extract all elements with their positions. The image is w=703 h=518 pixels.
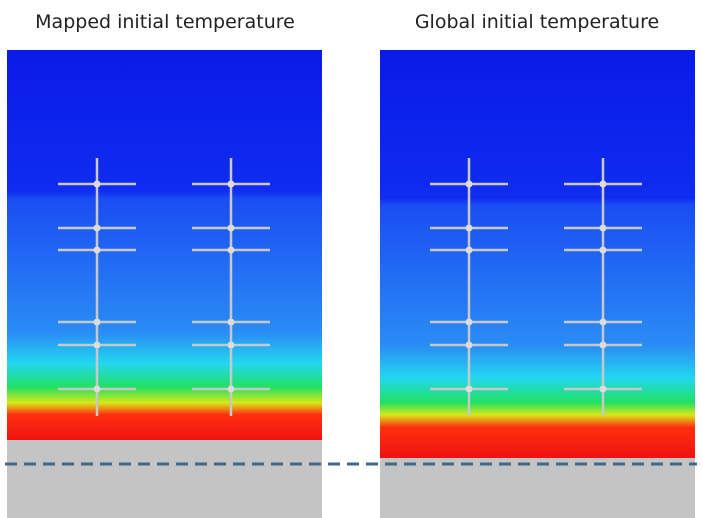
node bbox=[93, 246, 101, 254]
node bbox=[465, 224, 473, 232]
node bbox=[227, 385, 235, 393]
node bbox=[227, 341, 235, 349]
node bbox=[227, 180, 235, 188]
node bbox=[93, 385, 101, 393]
node bbox=[599, 180, 607, 188]
node bbox=[93, 224, 101, 232]
node bbox=[599, 341, 607, 349]
temperature-field bbox=[7, 50, 322, 442]
node bbox=[465, 341, 473, 349]
node bbox=[599, 318, 607, 326]
node bbox=[227, 318, 235, 326]
panel-title: Mapped initial temperature bbox=[35, 11, 295, 33]
node bbox=[465, 246, 473, 254]
temperature-field bbox=[380, 50, 695, 460]
panel-title: Global initial temperature bbox=[415, 11, 659, 33]
node bbox=[227, 246, 235, 254]
racks bbox=[58, 158, 642, 416]
ground bbox=[7, 440, 322, 518]
node bbox=[465, 180, 473, 188]
node bbox=[93, 180, 101, 188]
node bbox=[227, 224, 235, 232]
node bbox=[93, 318, 101, 326]
node bbox=[599, 246, 607, 254]
node bbox=[93, 341, 101, 349]
node bbox=[599, 385, 607, 393]
node bbox=[465, 318, 473, 326]
ground bbox=[380, 458, 695, 518]
node bbox=[465, 385, 473, 393]
node bbox=[599, 224, 607, 232]
